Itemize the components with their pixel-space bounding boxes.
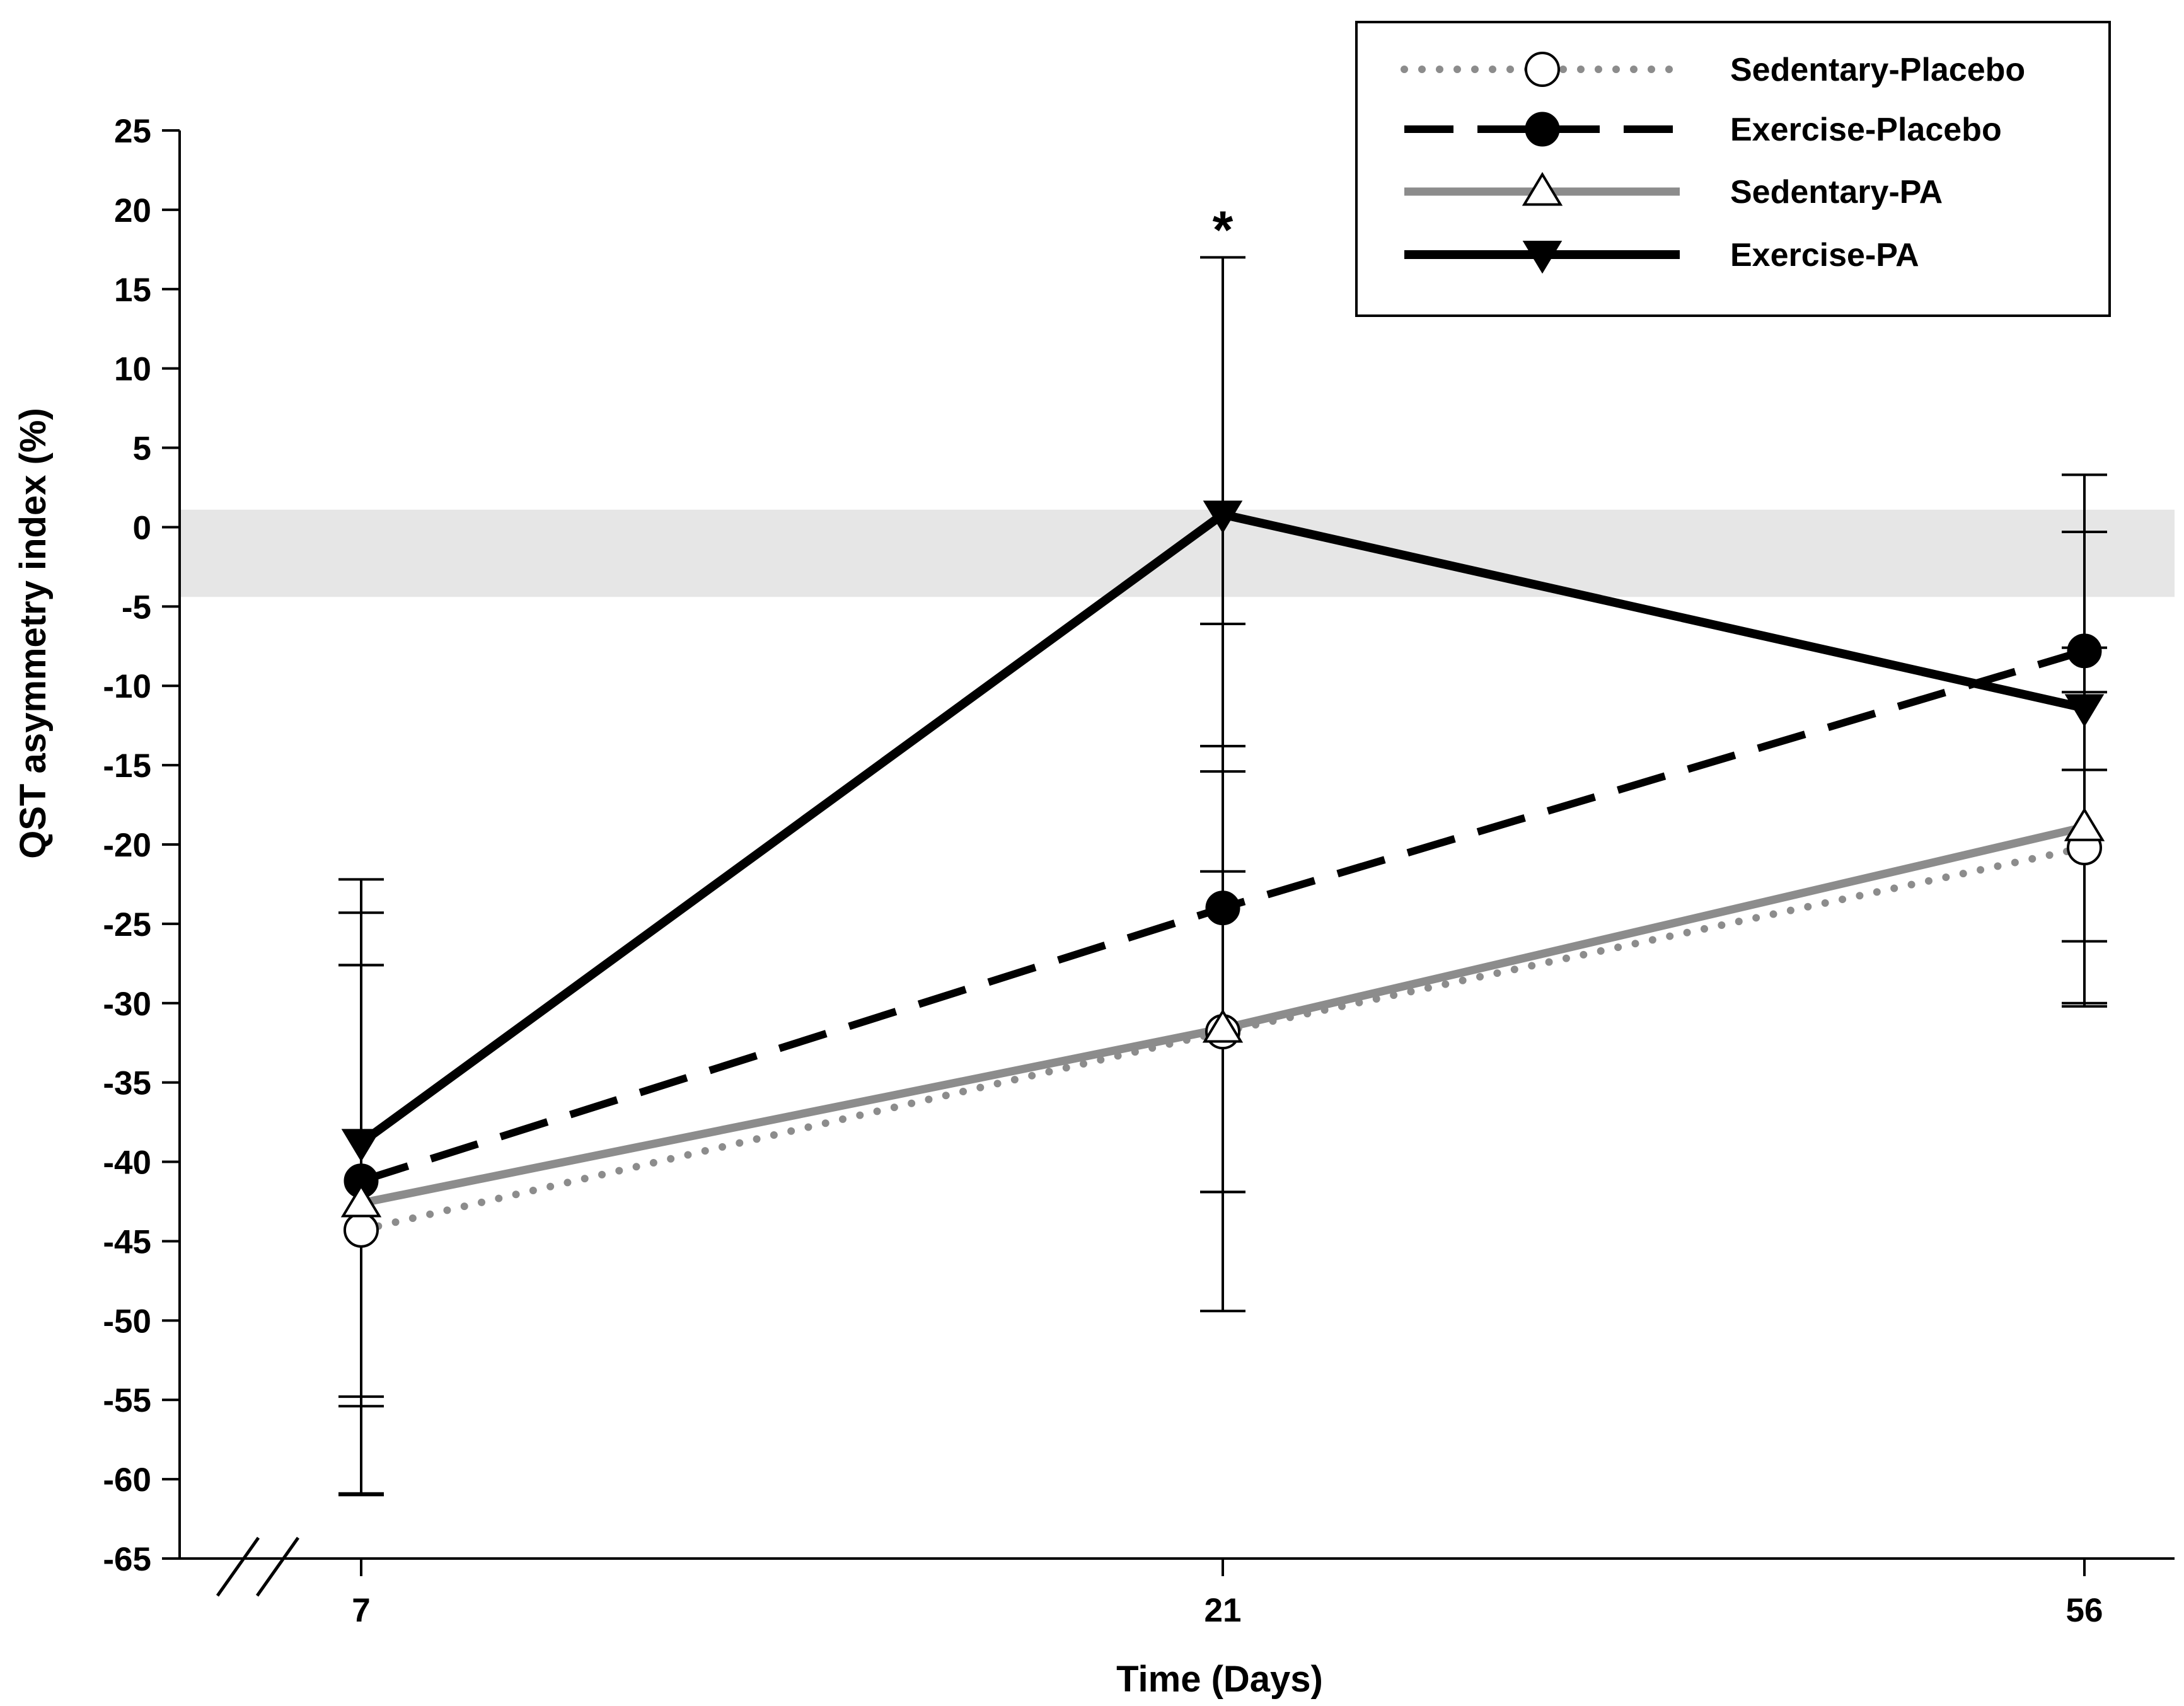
y-tick-label: -65: [103, 1541, 151, 1578]
data-point-sedentary-pa: [340, 1183, 382, 1218]
data-point-exercise-pa: [341, 1129, 381, 1162]
y-tick-label: 15: [114, 272, 151, 309]
annotation-layer: *: [1213, 200, 1234, 259]
y-tick-label: 10: [114, 351, 151, 388]
y-tick-label: 25: [114, 113, 151, 150]
data-point-sedentary-pa: [1202, 1008, 1244, 1043]
marker-layer: [340, 500, 2105, 1248]
data-point-sedentary-pa: [2064, 807, 2105, 841]
legend-box: [1355, 21, 2111, 317]
y-tick-label: -55: [103, 1382, 151, 1419]
y-tick-label: -5: [122, 589, 151, 626]
axis-break-mark: [216, 1536, 260, 1597]
x-tick-label: 56: [2066, 1592, 2103, 1629]
y-tick-label: -60: [103, 1461, 151, 1499]
significance-annotation: *: [1213, 200, 1234, 259]
y-tick-label: 20: [114, 192, 151, 229]
x-tick-label: 21: [1205, 1592, 1242, 1629]
legend-label-exercise-placebo: Exercise-Placebo: [1730, 112, 2002, 148]
y-tick-label: -30: [103, 986, 151, 1023]
y-tick-label: 0: [133, 509, 151, 546]
legend-marker-sedentary-placebo: [1525, 52, 1560, 87]
y-tick-label: -25: [103, 906, 151, 943]
legend-marker-exercise-placebo: [1525, 112, 1560, 147]
axis-layer: 25 20 15 10 5 0 -5 -10 -15 -20 -25 -30 -35 -40 -45 -50 -…: [103, 113, 2175, 1629]
y-tick-label: -20: [103, 827, 151, 864]
y-tick-label: -35: [103, 1065, 151, 1102]
y-tick-label: 5: [133, 430, 151, 468]
x-tick-label: 7: [352, 1592, 370, 1629]
reference-band-layer: [180, 509, 2175, 597]
legend-label-exercise-pa: Exercise-PA: [1730, 237, 1919, 274]
legend-label-sedentary-placebo: Sedentary-Placebo: [1730, 52, 2025, 88]
y-tick-label: -15: [103, 747, 151, 785]
legend-label-sedentary-pa: Sedentary-PA: [1730, 174, 1943, 210]
data-point-exercise-pa: [2064, 694, 2105, 727]
y-tick-label: -45: [103, 1223, 151, 1260]
y-tick-label: -50: [103, 1303, 151, 1340]
data-point-exercise-placebo: [2067, 633, 2102, 669]
x-axis-title: Time (Days): [1116, 1659, 1323, 1700]
axis-break-mark: [255, 1536, 300, 1597]
y-tick-label: -40: [103, 1144, 151, 1182]
y-axis-title: QST asymmetry index (%): [13, 408, 54, 859]
legend-marker-exercise-pa: [1522, 241, 1563, 274]
data-point-sedentary-placebo: [344, 1212, 379, 1248]
data-point-exercise-pa: [1203, 500, 1243, 534]
data-point-exercise-placebo: [1205, 890, 1240, 926]
legend: Sedentary-Placebo Exercise-Placebo Sedenta…: [1355, 21, 2111, 317]
y-tick-label: -10: [103, 668, 151, 705]
reference-band: [180, 509, 2175, 597]
legend-marker-sedentary-pa: [1522, 171, 1563, 206]
